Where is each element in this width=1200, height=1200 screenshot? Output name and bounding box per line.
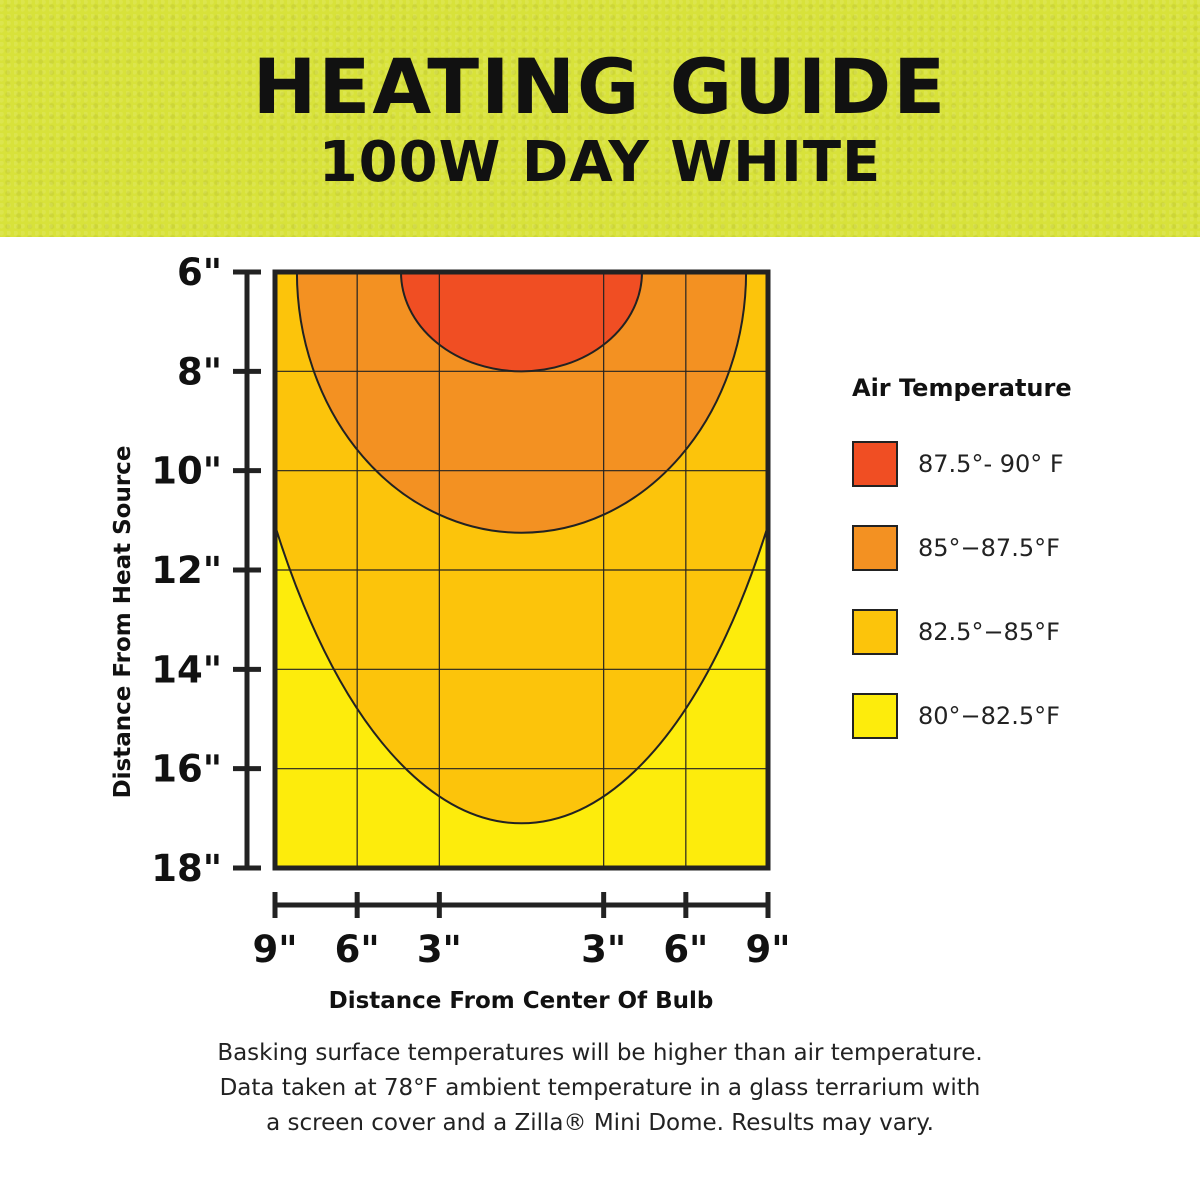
y-tick-label: 16" [151,748,222,791]
header-banner [0,0,1200,237]
x-axis-title: Distance From Center Of Bulb [329,988,714,1014]
x-tick-label: 9" [745,928,790,971]
x-tick-label: 6" [335,928,380,971]
footnote-line: Basking surface temperatures will be hig… [217,1040,983,1066]
y-tick-label: 12" [151,549,222,592]
y-axis: 6" 8" 10" 12" 14" 16" 18" [151,251,261,890]
boundary-warm [295,272,748,534]
footnote-line: a screen cover and a Zilla® Mini Dome. R… [266,1110,934,1136]
legend-item-cool: 80°−82.5°F [852,691,1182,741]
x-axis: 9" 6" 3" 3" 6" 9" [252,892,791,971]
chart-legend: Air Temperature 87.5°- 90° F 85°−87.5°F … [852,374,1182,775]
y-axis-title: Distance From Heat Source [110,446,136,799]
boundary-mid [275,521,768,825]
footnote-line: Data taken at 78°F ambient temperature i… [219,1075,981,1101]
y-tick-label: 6" [177,251,222,294]
page-subtitle: 100W DAY WHITE [318,130,882,195]
legend-swatch-mid [852,609,898,655]
boundary-hot [400,272,643,373]
legend-title: Air Temperature [852,374,1072,402]
legend-swatch-cool [852,693,898,739]
zone-boundaries [275,272,768,825]
y-tick-label: 8" [177,350,222,393]
page-title: HEATING GUIDE [252,42,948,131]
y-tick-label: 14" [151,648,222,691]
legend-swatch-hot [852,441,898,487]
zone-warm [296,272,747,533]
footnote: Basking surface temperatures will be hig… [150,1036,1050,1141]
y-tick-label: 18" [151,847,222,890]
zone-hot [401,272,642,372]
x-tick-label: 9" [252,928,297,971]
plot-frame [272,269,771,871]
legend-label-mid: 82.5°−85°F [918,618,1060,646]
x-tick-label: 6" [663,928,708,971]
temperature-zones [275,272,768,868]
y-tick-label: 10" [151,450,222,493]
legend-label-cool: 80°−82.5°F [918,702,1060,730]
legend-item-mid: 82.5°−85°F [852,607,1182,657]
x-tick-label: 3" [417,928,462,971]
legend-label-warm: 85°−87.5°F [918,534,1060,562]
x-tick-label: 3" [581,928,626,971]
legend-swatch-warm [852,525,898,571]
legend-label-hot: 87.5°- 90° F [918,450,1064,478]
legend-item-warm: 85°−87.5°F [852,523,1182,573]
legend-item-hot: 87.5°- 90° F [852,439,1182,489]
